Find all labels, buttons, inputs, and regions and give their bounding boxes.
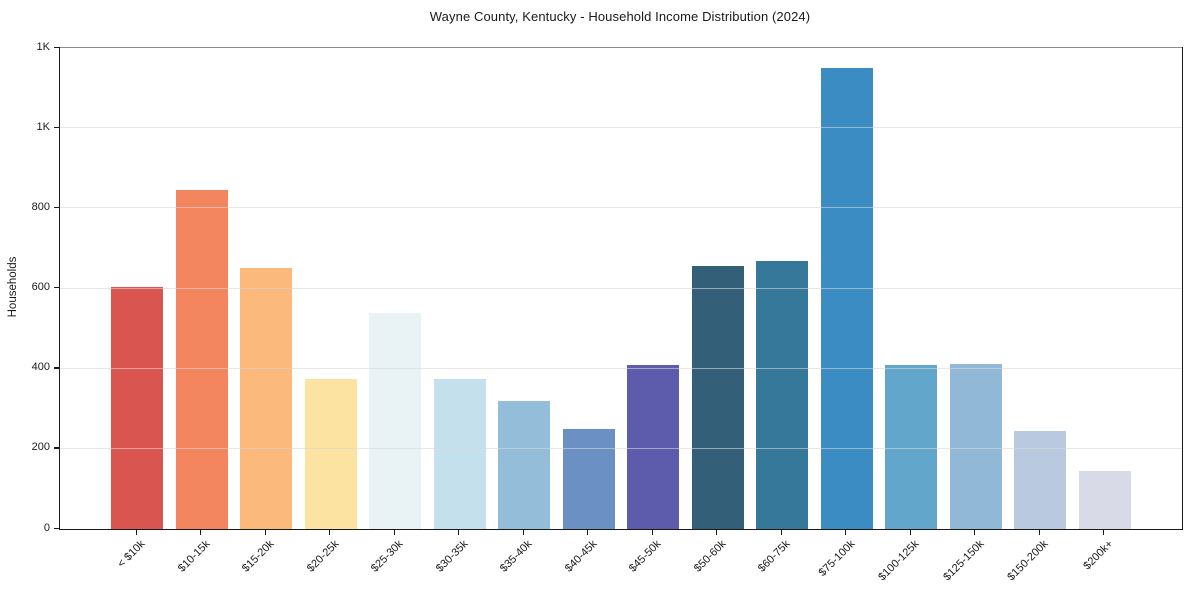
x-tick-label: $60-75k [756,538,793,575]
y-tick [54,287,59,289]
x-tick-label: $35-40k [498,538,535,575]
x-tick-label: $125-150k [940,538,987,584]
x-tick-label: $20-25k [304,538,342,575]
plot-area [59,47,1183,530]
bar-125-150k [949,363,1002,529]
x-tick-label: $75-100k [816,538,858,579]
x-tick [651,529,653,535]
bar-10k [111,286,164,529]
chart-title: Wayne County, Kentucky - Household Incom… [429,9,811,24]
y-tick [54,447,59,449]
bar-30-35k [433,378,486,529]
y-tick [54,206,59,209]
y-tick-label: 200 [31,441,50,454]
y-tick-label: 0 [43,521,50,534]
y-tick-label: 800 [31,200,50,213]
y-tick [54,126,59,129]
x-tick-label: $150-200k [1005,538,1051,584]
bar-10-15k [175,190,228,529]
bar-25-30k [369,312,422,529]
bar-60-75k [756,261,809,529]
bar-75-100k [820,68,873,529]
bar-200k [1078,470,1131,529]
y-tick-label: 1K [36,40,50,53]
x-tick-label: < $10k [115,538,148,571]
gridline [60,47,1182,48]
bar-45-50k [627,364,680,529]
bar-50-60k [691,266,744,529]
y-tick-label: 600 [31,281,50,293]
x-tick [1038,529,1040,535]
x-tick [716,529,718,535]
gridline [60,127,1182,129]
gridline [60,367,1182,369]
bar-35-40k [498,400,551,529]
bar-15-20k [240,268,293,529]
bar-20-25k [304,378,357,529]
bar-150-200k [1014,430,1067,529]
x-tick-label: $200k+ [1081,538,1116,573]
x-tick [329,529,331,535]
bar-100-125k [885,364,938,529]
x-tick [1103,529,1105,535]
x-tick [780,529,782,535]
x-tick [393,529,395,535]
x-tick-label: $10-15k [175,538,213,575]
gridline [60,287,1182,289]
x-tick-label: $15-20k [240,538,277,575]
x-tick [845,529,847,535]
y-tick [54,527,59,529]
x-tick-label: $40-45k [562,538,600,575]
x-tick [587,529,589,535]
bar-40-45k [562,428,615,529]
y-tick [54,367,59,369]
x-tick [264,529,266,535]
x-tick-label: $50-60k [691,538,729,575]
x-tick [135,529,137,535]
y-tick-label: 400 [31,361,50,374]
x-tick [909,529,911,535]
gridline [60,207,1182,209]
y-tick-label: 1K [36,120,50,133]
x-tick [522,529,524,535]
y-tick [54,46,59,48]
x-tick [200,529,202,535]
x-tick [458,529,460,535]
x-tick-label: $25-30k [369,538,406,575]
x-tick-label: $45-50k [627,538,664,575]
x-tick [974,529,976,535]
x-tick-label: $30-35k [433,538,471,575]
gridline [60,447,1182,449]
x-tick-label: $100-125k [876,538,922,584]
